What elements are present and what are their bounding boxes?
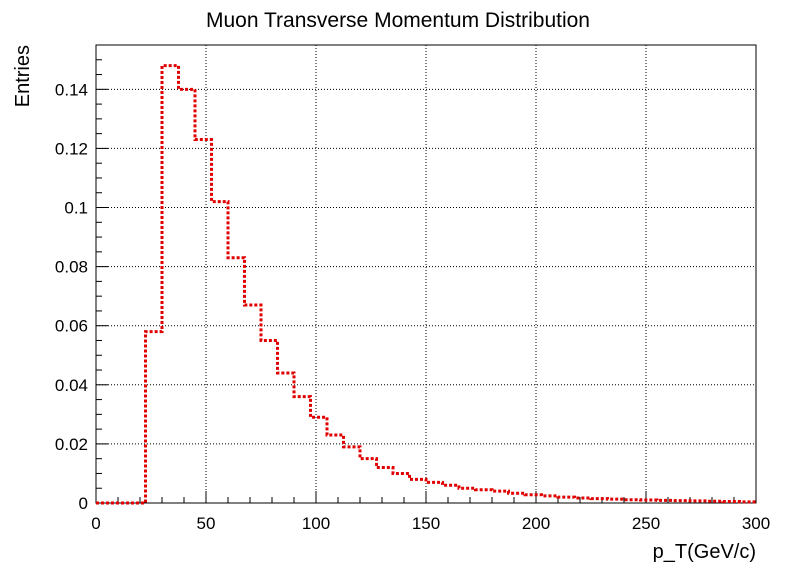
x-axis-label: p_T(GeV/c) — [653, 541, 756, 563]
histogram-series-line — [96, 64, 756, 505]
y-axis-label: Entries — [12, 45, 34, 107]
x-tick-label: 200 — [522, 514, 550, 533]
x-tick-label: 150 — [412, 514, 440, 533]
y-tick-label: 0.08 — [55, 258, 88, 277]
x-tick-label: 100 — [302, 514, 330, 533]
y-tick-label: 0 — [79, 494, 88, 513]
x-tick-labels: 0 50 100 150 200 250 300 — [91, 514, 770, 533]
chart-title: Muon Transverse Momentum Distribution — [206, 9, 590, 32]
y-tick-label: 0.1 — [64, 199, 88, 218]
x-tick-label: 50 — [197, 514, 216, 533]
y-tick-label: 0.06 — [55, 317, 88, 336]
x-tick-label: 0 — [91, 514, 100, 533]
y-tick-label: 0.14 — [55, 80, 88, 99]
y-tick-label: 0.04 — [55, 376, 88, 395]
x-tick-label: 250 — [632, 514, 660, 533]
y-tick-label: 0.02 — [55, 435, 88, 454]
y-tick-labels: 0 0.02 0.04 0.06 0.08 0.1 0.12 0.14 — [55, 80, 88, 513]
grid — [96, 45, 756, 503]
x-tick-label: 300 — [742, 514, 770, 533]
y-tick-label: 0.12 — [55, 139, 88, 158]
